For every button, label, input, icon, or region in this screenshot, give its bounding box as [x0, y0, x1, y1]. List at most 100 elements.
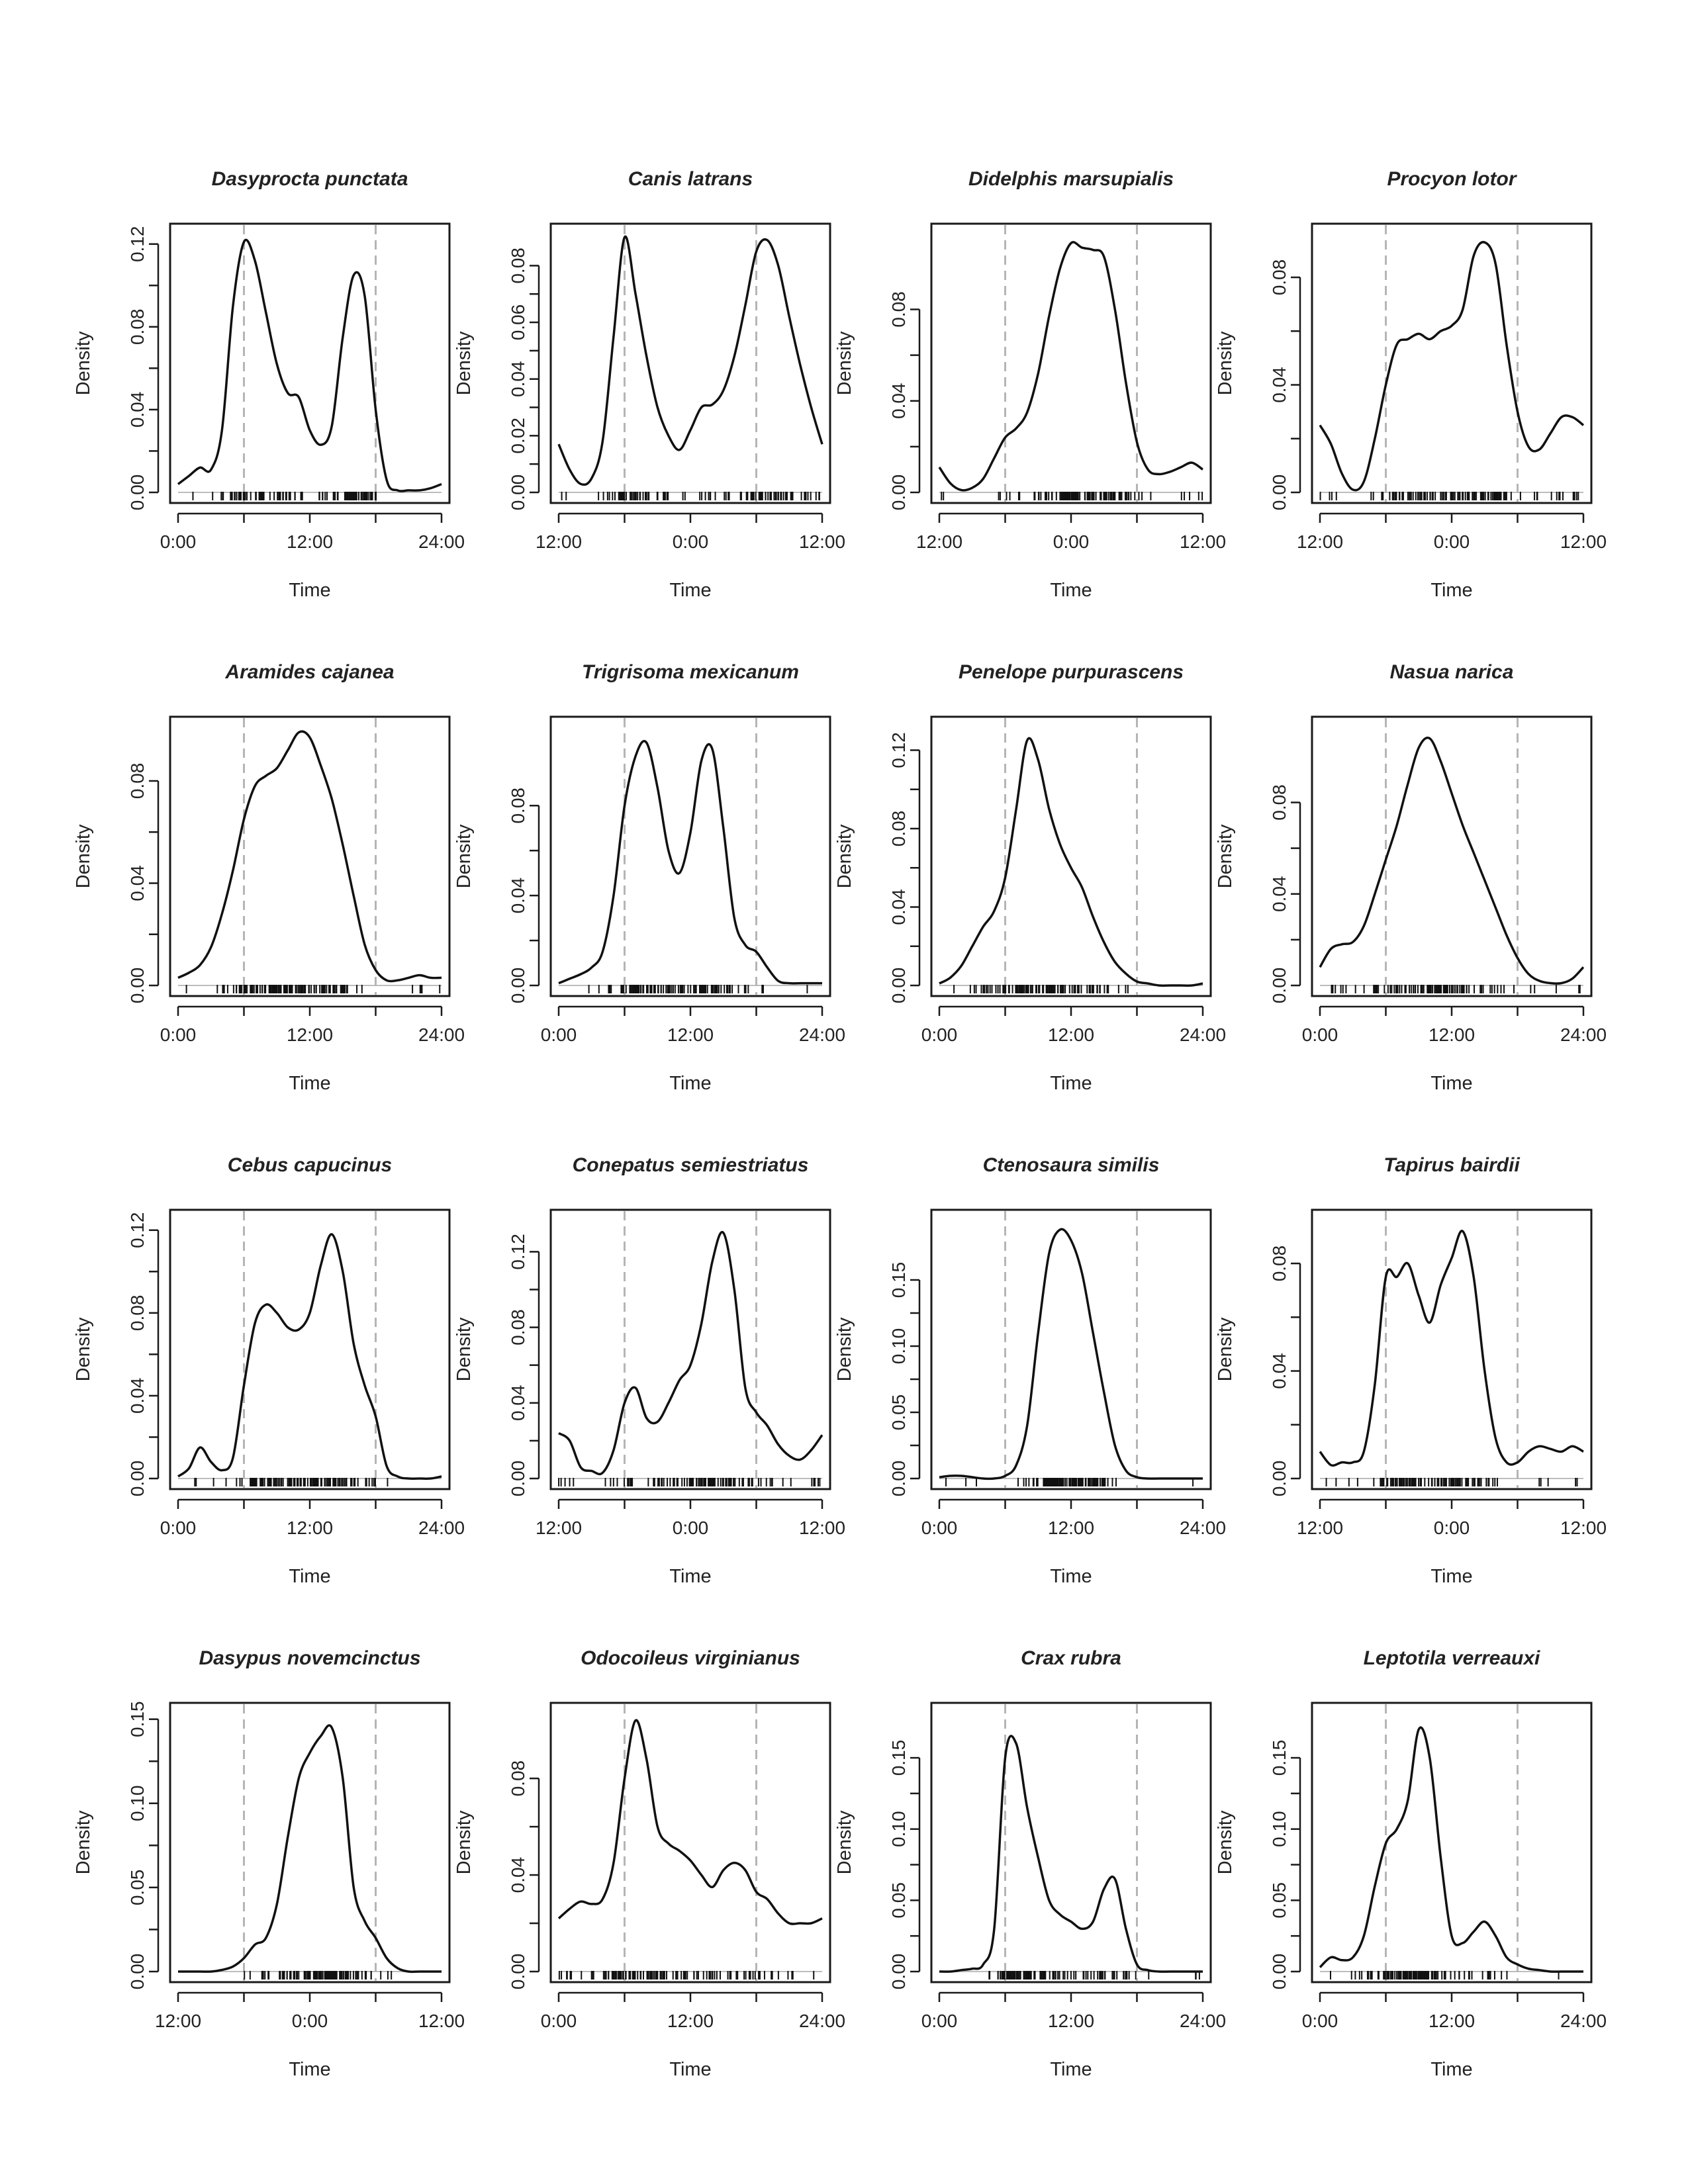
panel-title: Nasua narica — [1390, 661, 1514, 683]
panel: Cebus capucinus 0.00 0.04 0.08 0.12 Density 0:… — [73, 1154, 465, 1587]
density-curve — [1319, 1726, 1583, 1973]
x-tick-label: 12:00 — [1048, 1518, 1094, 1538]
x-tick-label: 24:00 — [1180, 1518, 1226, 1538]
panel: Crax rubra 0.00 0.05 0.10 0.15 Density 0:00 12:… — [834, 1647, 1226, 2080]
x-tick-label: 12:00 — [1560, 1518, 1607, 1538]
panel-title: Canis latrans — [628, 168, 753, 190]
y-tick-label: 0.04 — [1269, 876, 1289, 913]
x-axis-title: Time — [289, 580, 330, 601]
y-tick-label: 0.04 — [508, 361, 528, 397]
density-curve — [1319, 1230, 1584, 1467]
x-tick-label: 0:00 — [673, 531, 709, 552]
panel: Trigrisoma mexicanum 0.00 0.04 0.08 Density 0… — [453, 661, 845, 1094]
y-tick-label: 0.12 — [888, 732, 909, 768]
x-tick-label: 12:00 — [418, 2011, 465, 2031]
y-tick-label: 0.08 — [1269, 1246, 1289, 1282]
rug-marks — [192, 492, 377, 500]
y-tick-label: 0.15 — [127, 1701, 148, 1737]
density-curve — [177, 1233, 442, 1480]
y-tick-label: 0.08 — [127, 763, 148, 799]
x-tick-label: 24:00 — [418, 1024, 465, 1045]
rug-marks — [244, 1971, 393, 1979]
density-curve — [557, 235, 823, 486]
y-tick-label: 0.00 — [888, 475, 909, 511]
y-tick-label: 0.08 — [508, 1309, 528, 1345]
y-tick-label: 0.00 — [508, 475, 528, 511]
panel-title: Trigrisoma mexicanum — [582, 661, 799, 683]
panel: Didelphis marsupialis 0.00 0.04 0.08 Density… — [834, 168, 1226, 601]
plot-frame — [930, 222, 1212, 504]
y-tick-label: 0.04 — [127, 865, 148, 901]
x-tick-label: 12:00 — [287, 1024, 333, 1045]
plot-frame — [549, 1208, 831, 1490]
y-tick-label: 0.04 — [1269, 367, 1289, 403]
rug-marks — [588, 985, 808, 993]
y-axis-title: Density — [1215, 824, 1236, 888]
x-tick-label: 12:00 — [799, 531, 845, 552]
panel-title: Didelphis marsupialis — [968, 168, 1174, 190]
y-tick-label: 0.12 — [127, 1212, 148, 1249]
y-tick-label: 0.08 — [1269, 784, 1289, 821]
panel-title: Leptotila verreauxi — [1364, 1647, 1540, 1669]
y-tick-label: 0.00 — [127, 1461, 148, 1497]
panel: Procyon lotor 0.00 0.04 0.08 Density 12:00 0:0… — [1215, 168, 1607, 601]
y-tick-label: 0.04 — [1269, 1353, 1289, 1389]
y-tick-label: 0.15 — [1269, 1740, 1289, 1776]
y-tick-label: 0.08 — [127, 1295, 148, 1332]
y-axis-title: Density — [73, 824, 94, 888]
x-axis-title: Time — [669, 2059, 711, 2080]
panel: Odocoileus virginianus 0.00 0.04 0.08 Densit… — [453, 1647, 845, 2080]
density-curve — [558, 740, 822, 985]
y-tick-label: 0.02 — [508, 418, 528, 454]
y-axis-title: Density — [73, 1317, 94, 1381]
panel-title: Dasyprocta punctata — [212, 168, 408, 190]
panel-title: Dasypus novemcinctus — [199, 1647, 420, 1669]
y-tick-label: 0.15 — [888, 1740, 909, 1776]
x-tick-label: 0:00 — [1434, 1518, 1470, 1538]
rug-marks — [194, 1478, 389, 1486]
x-tick-label: 0:00 — [1053, 531, 1090, 552]
y-tick-label: 0.06 — [508, 304, 528, 340]
x-axis-title: Time — [289, 1073, 330, 1094]
y-tick-label: 0.00 — [1269, 1954, 1289, 1990]
y-axis-title: Density — [73, 1810, 94, 1874]
x-axis-title: Time — [669, 1566, 711, 1587]
y-axis-title: Density — [834, 1317, 855, 1381]
x-tick-label: 24:00 — [418, 531, 465, 552]
y-tick-label: 0.08 — [508, 788, 528, 824]
y-tick-label: 0.10 — [1269, 1811, 1289, 1847]
rug-marks — [1329, 1971, 1560, 1979]
density-curve — [177, 1724, 442, 1974]
panel-title: Penelope purpurascens — [959, 661, 1184, 683]
x-tick-label: 0:00 — [921, 1024, 958, 1045]
y-tick-label: 0.04 — [888, 889, 909, 925]
y-tick-label: 0.00 — [127, 968, 148, 1004]
y-tick-label: 0.08 — [508, 1760, 528, 1797]
x-axis-title: Time — [1430, 1566, 1472, 1587]
y-tick-label: 0.04 — [508, 878, 528, 914]
rug-marks — [941, 492, 1203, 500]
y-axis-title: Density — [834, 1810, 855, 1874]
density-curve — [1319, 241, 1585, 492]
y-tick-label: 0.08 — [508, 248, 528, 284]
y-tick-label: 0.00 — [888, 968, 909, 1004]
x-tick-label: 0:00 — [1302, 2011, 1338, 2031]
x-tick-label: 0:00 — [541, 1024, 577, 1045]
rug-marks — [953, 985, 1129, 993]
x-axis-title: Time — [1050, 2059, 1092, 2080]
panel-title: Tapirus bairdii — [1383, 1154, 1520, 1176]
plot-frame — [169, 222, 451, 504]
x-tick-label: 0:00 — [921, 1518, 958, 1538]
plot-frame — [1311, 1702, 1593, 1983]
y-tick-label: 0.00 — [508, 1954, 528, 1990]
x-tick-label: 24:00 — [418, 1518, 465, 1538]
x-tick-label: 24:00 — [1180, 2011, 1226, 2031]
y-axis-title: Density — [73, 331, 94, 395]
y-tick-label: 0.00 — [1269, 475, 1289, 511]
y-tick-label: 0.04 — [127, 392, 148, 428]
y-tick-label: 0.00 — [888, 1954, 909, 1990]
x-tick-label: 24:00 — [799, 1024, 845, 1045]
x-tick-label: 24:00 — [1560, 1024, 1607, 1045]
y-tick-label: 0.12 — [127, 226, 148, 263]
